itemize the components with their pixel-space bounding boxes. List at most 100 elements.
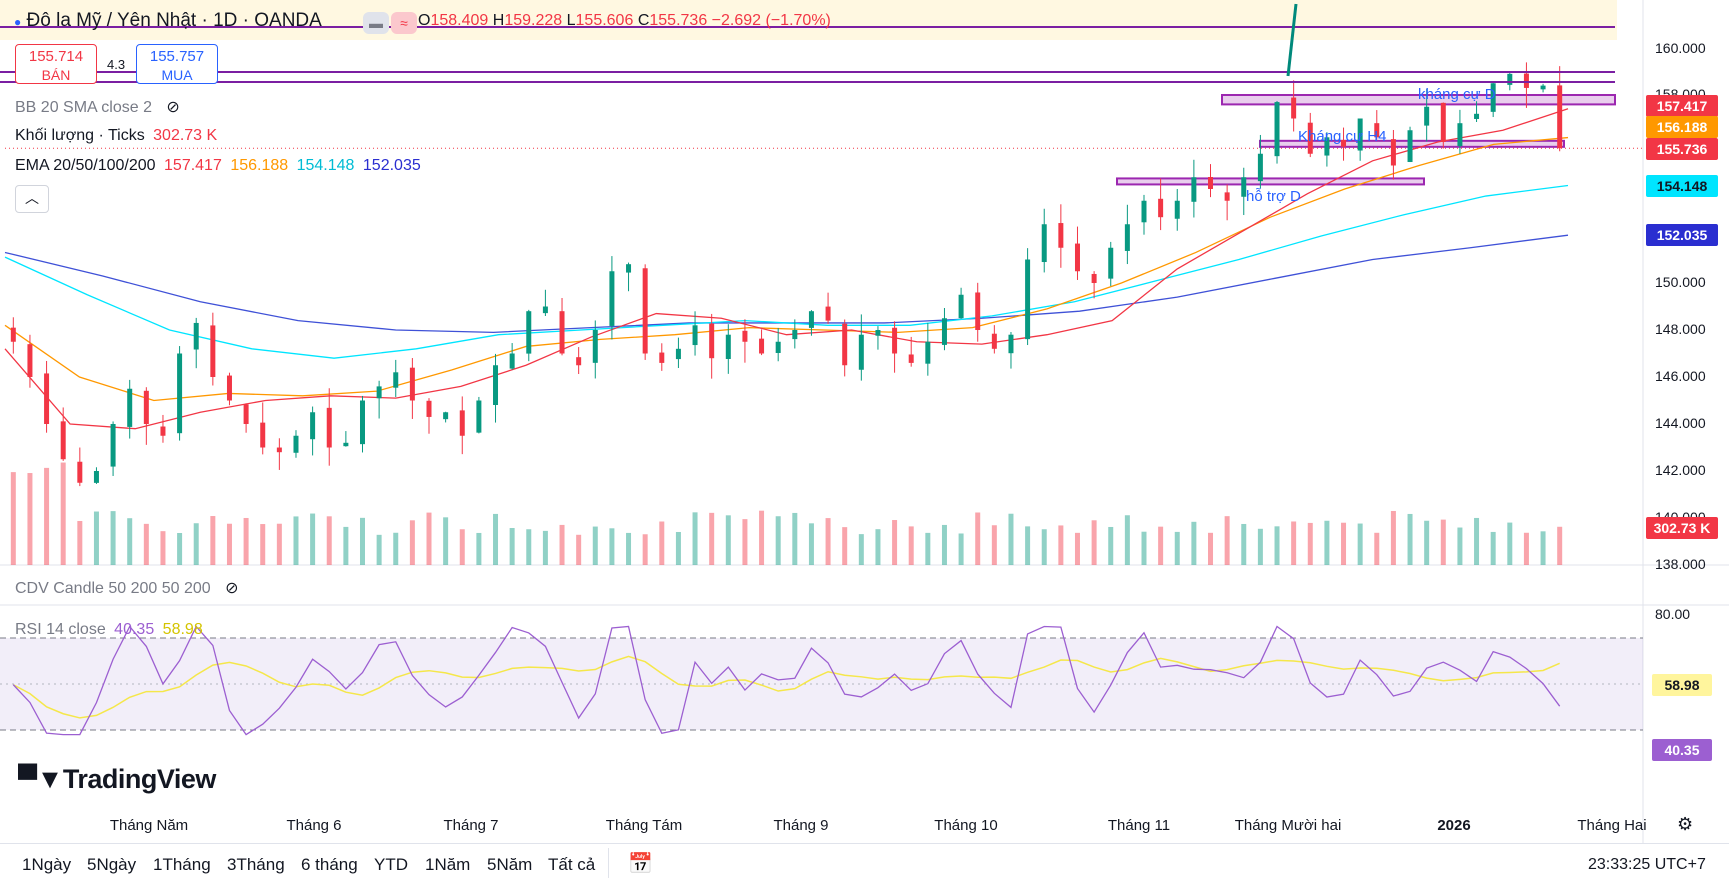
chart-decor [0, 3, 1615, 83]
candle-body [110, 424, 116, 467]
ema20-line [4, 108, 1569, 430]
candle-body [1208, 176, 1214, 189]
calendar-range-icon[interactable]: 📅 [628, 853, 653, 875]
candle-body [526, 311, 532, 354]
volume-bar [1041, 529, 1047, 565]
settings-icon[interactable]: ⚙ [1677, 814, 1694, 834]
resistance-d-label[interactable]: kháng cự D [1418, 86, 1496, 103]
rsi-legend[interactable]: RSI 14 close 40.35 58.98 [15, 621, 203, 638]
tf-all[interactable]: Tất cả [548, 855, 596, 874]
symbol-title[interactable]: ● Đô la Mỹ / Yên Nhật · 1D · OANDA [14, 10, 322, 32]
sell-button[interactable]: 155.714 BÁN [15, 44, 97, 84]
eye-hidden-icon[interactable]: ⊘ [225, 580, 239, 597]
volume-bar [659, 521, 665, 565]
ema-legend[interactable]: EMA 20/50/100/200 157.417 156.188 154.14… [15, 157, 421, 174]
volume-bar [476, 532, 482, 565]
buy-button[interactable]: 155.757 MUA [136, 44, 218, 84]
candle-body [1025, 259, 1031, 340]
volume-bar [310, 513, 316, 565]
candle-body [1174, 200, 1180, 219]
tf-ytd[interactable]: YTD [374, 855, 408, 874]
ohlc-readout: O158.409 H159.228 L155.606 C155.736 −2.6… [418, 12, 831, 29]
volume-bar [1341, 522, 1347, 565]
volume-bar [443, 517, 449, 565]
volume-bar [1124, 515, 1130, 565]
candle-body [559, 311, 565, 354]
volume-bar [326, 516, 332, 565]
candle-body [1074, 243, 1080, 272]
candle-body [991, 333, 997, 349]
candle-body [1523, 73, 1529, 88]
volume-bar [1357, 523, 1363, 565]
resistance-h4-label[interactable]: Kháng cự H4 [1298, 128, 1387, 145]
price-tick: 150.000 [1655, 274, 1706, 290]
volume-bar [875, 529, 881, 565]
candle-body [276, 447, 282, 453]
candle-body [226, 375, 232, 401]
volume-bar [226, 523, 232, 565]
volume-bar [842, 527, 848, 565]
candle-body [393, 372, 399, 388]
candle-body [1407, 130, 1413, 162]
price-tick: 144.000 [1655, 415, 1706, 431]
candle-body [193, 322, 199, 350]
candle-body [1440, 102, 1446, 142]
candle-body [1474, 113, 1480, 119]
volume-bar [1241, 523, 1247, 565]
volume-bar [1490, 531, 1496, 565]
volume-bar [1257, 528, 1263, 565]
candle-body [359, 400, 365, 445]
volume-bar [908, 526, 914, 565]
candle-body [1241, 177, 1247, 197]
candle-body [808, 311, 814, 328]
tf-6m[interactable]: 6 tháng [301, 855, 358, 874]
candle-body [409, 367, 415, 401]
volume-bar [1407, 513, 1413, 565]
candle-body [825, 306, 831, 321]
candle-body [1124, 224, 1130, 251]
time-tick: Tháng Hai [1577, 817, 1647, 834]
volume-bar [542, 530, 548, 565]
volume-bar [127, 518, 133, 565]
candle-body [1540, 85, 1546, 90]
minus-icon[interactable]: ▬ [363, 12, 389, 34]
tf-1y[interactable]: 1Năm [425, 855, 471, 874]
ema20-tag: 157.417 [1646, 95, 1718, 117]
tf-5y[interactable]: 5Năm [487, 855, 533, 874]
candle-body [426, 400, 432, 417]
volume-bar [1390, 510, 1396, 565]
volume-bar [10, 472, 16, 565]
candle-body [210, 325, 216, 377]
tf-5d[interactable]: 5Ngày [87, 855, 137, 874]
volume-bar [1374, 532, 1380, 565]
clock[interactable]: 23:33:25 UTC+7 [1588, 856, 1706, 873]
volume-legend[interactable]: Khối lượng · Ticks 302.73 K [15, 127, 218, 144]
candle-body [243, 404, 249, 424]
tf-1d[interactable]: 1Ngày [22, 855, 72, 874]
eye-hidden-icon[interactable]: ⊘ [166, 99, 180, 116]
candle-body [1307, 122, 1313, 154]
tf-1m[interactable]: 1Tháng [153, 855, 211, 874]
price-tick: 160.000 [1655, 40, 1706, 56]
ema200-line [4, 234, 1569, 334]
volume-bar [1158, 526, 1164, 565]
volume-bar [626, 532, 632, 565]
volume-bar [1474, 517, 1480, 565]
bb-legend[interactable]: BB 20 SMA close 2 ⊘ [15, 99, 180, 116]
candle-body [1108, 247, 1114, 279]
volume-bar [759, 510, 765, 565]
collapse-legend-button[interactable]: ︿ [15, 185, 49, 213]
volume-bar [725, 515, 731, 565]
tradingview-logo[interactable]: ▀▼TradingView [18, 764, 216, 794]
trend-line [1286, 3, 1298, 77]
tf-3m[interactable]: 3Tháng [227, 855, 285, 874]
wave-icon[interactable]: ≈ [391, 12, 417, 34]
volume-bar [592, 526, 598, 565]
support-d-label[interactable]: hỗ trợ D [1246, 188, 1301, 205]
spread: 4.3 [107, 57, 126, 72]
cdv-legend[interactable]: CDV Candle 50 200 50 200 ⊘ [15, 580, 239, 597]
candle-body [1507, 73, 1513, 85]
volume-bar [742, 519, 748, 565]
rsi-tick: 80.00 [1655, 606, 1691, 622]
